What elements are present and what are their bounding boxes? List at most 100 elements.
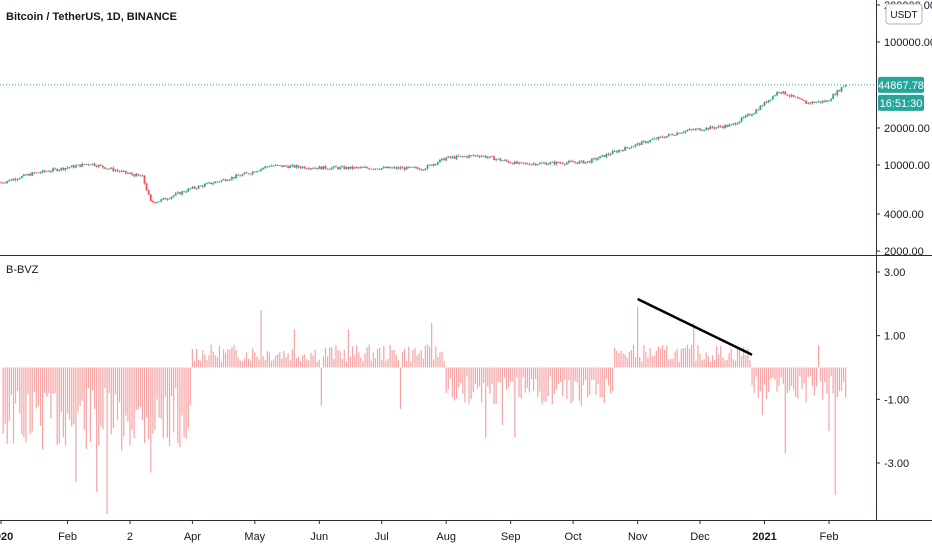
- indicator-bar: [468, 367, 470, 404]
- time-axis[interactable]: 2020 Feb 2 Apr May Jun Jul Aug Sep Oct Nov Dec 2021 F…: [0, 520, 838, 543]
- candle: [711, 125, 714, 129]
- indicator-bar: [341, 359, 343, 368]
- candle: [464, 155, 466, 158]
- indicator-bar: [204, 354, 206, 368]
- symbol-title[interactable]: Bitcoin / TetherUS, 1D, BINANCE: [6, 11, 177, 23]
- indicator-bar: [557, 367, 560, 384]
- indicator-bar: [799, 367, 801, 377]
- indicator-bar: [164, 367, 166, 397]
- candle: [39, 171, 42, 174]
- indicator-bar: [216, 356, 218, 368]
- indicator-name[interactable]: B-BVZ: [6, 264, 39, 276]
- candle: [620, 150, 622, 152]
- indicator-bar: [724, 360, 726, 368]
- indicator-bar: [25, 367, 27, 443]
- indicator-bar: [784, 367, 786, 454]
- indicator-bar: [177, 367, 179, 444]
- candle: [599, 156, 602, 159]
- indicator-bar: [824, 367, 826, 383]
- candle: [368, 167, 371, 170]
- candle: [60, 167, 63, 172]
- candle: [405, 166, 408, 170]
- candle: [774, 94, 776, 97]
- candle: [674, 134, 676, 136]
- candle: [307, 166, 310, 170]
- indicator-bar: [19, 367, 21, 414]
- indicator-bar: [121, 367, 123, 451]
- indicator-bar: [372, 352, 374, 368]
- indicator-bar: [260, 310, 262, 368]
- candle: [264, 165, 267, 170]
- indicator-bar: [530, 367, 533, 380]
- indicator-pane[interactable]: B-BVZ: [2, 264, 847, 514]
- candle: [74, 164, 77, 168]
- candle: [285, 164, 287, 168]
- indicator-bar: [728, 352, 730, 368]
- indicator-bar: [431, 322, 433, 368]
- trendline[interactable]: [637, 297, 753, 356]
- indicator-bar: [713, 359, 716, 368]
- price-pane[interactable]: Bitcoin / TetherUS, 1D, BINANCE: [0, 11, 876, 204]
- indicator-bar: [412, 349, 414, 368]
- indicator-bar: [664, 349, 666, 368]
- indicator-bar: [503, 367, 506, 378]
- candle: [174, 191, 177, 196]
- candle: [108, 167, 111, 170]
- indicator-bar: [118, 367, 121, 403]
- indicator-bar: [54, 367, 56, 394]
- candle: [382, 165, 385, 169]
- indicator-bars: [2, 307, 847, 514]
- indicator-bar: [622, 353, 624, 368]
- currency-button[interactable]: USDT: [885, 3, 923, 25]
- candle: [694, 127, 697, 131]
- indicator-bar: [131, 367, 133, 431]
- indicator-bar: [453, 367, 456, 401]
- indicator-bar: [181, 367, 183, 416]
- candle: [678, 132, 681, 134]
- candle: [455, 154, 458, 161]
- indicator-bar: [813, 367, 816, 396]
- candle: [763, 101, 766, 107]
- candle: [595, 157, 597, 162]
- indicator-bar: [376, 349, 379, 368]
- candle: [156, 201, 158, 204]
- candle: [813, 101, 816, 104]
- candle: [803, 99, 805, 102]
- candle: [655, 137, 658, 140]
- candle: [736, 122, 739, 125]
- candle: [414, 165, 416, 169]
- candle: [89, 164, 92, 166]
- candle: [568, 159, 570, 165]
- indicator-bar: [229, 349, 231, 368]
- candle: [278, 165, 281, 166]
- candle: [418, 167, 421, 170]
- indicator-bar: [187, 367, 189, 429]
- candle: [630, 145, 633, 149]
- indicator-bar: [189, 367, 191, 405]
- candle: [726, 124, 728, 128]
- candle: [682, 130, 685, 134]
- candle: [191, 185, 194, 190]
- indicator-bar: [630, 350, 632, 368]
- candle: [719, 124, 722, 128]
- candle: [488, 156, 491, 159]
- candle: [116, 168, 119, 173]
- indicator-bar: [212, 351, 214, 368]
- candle: [343, 165, 346, 170]
- indicator-bar: [339, 351, 341, 368]
- candle: [769, 99, 772, 102]
- candle: [757, 108, 760, 111]
- candle: [2, 181, 4, 184]
- candle: [403, 166, 406, 172]
- indicator-bar: [845, 367, 847, 398]
- candle: [524, 162, 527, 165]
- indicator-bar: [241, 361, 243, 368]
- candle: [85, 164, 88, 166]
- indicator-bar: [451, 367, 454, 398]
- indicator-axis[interactable]: 3.00 1.00 -1.00 -3.00: [876, 267, 909, 470]
- indicator-bar: [354, 355, 356, 368]
- candle: [832, 93, 835, 100]
- candle: [293, 164, 296, 169]
- price-axis[interactable]: 200000.00100000.0020000.0010000.004000.0…: [876, 0, 932, 258]
- indicator-bar: [391, 350, 393, 368]
